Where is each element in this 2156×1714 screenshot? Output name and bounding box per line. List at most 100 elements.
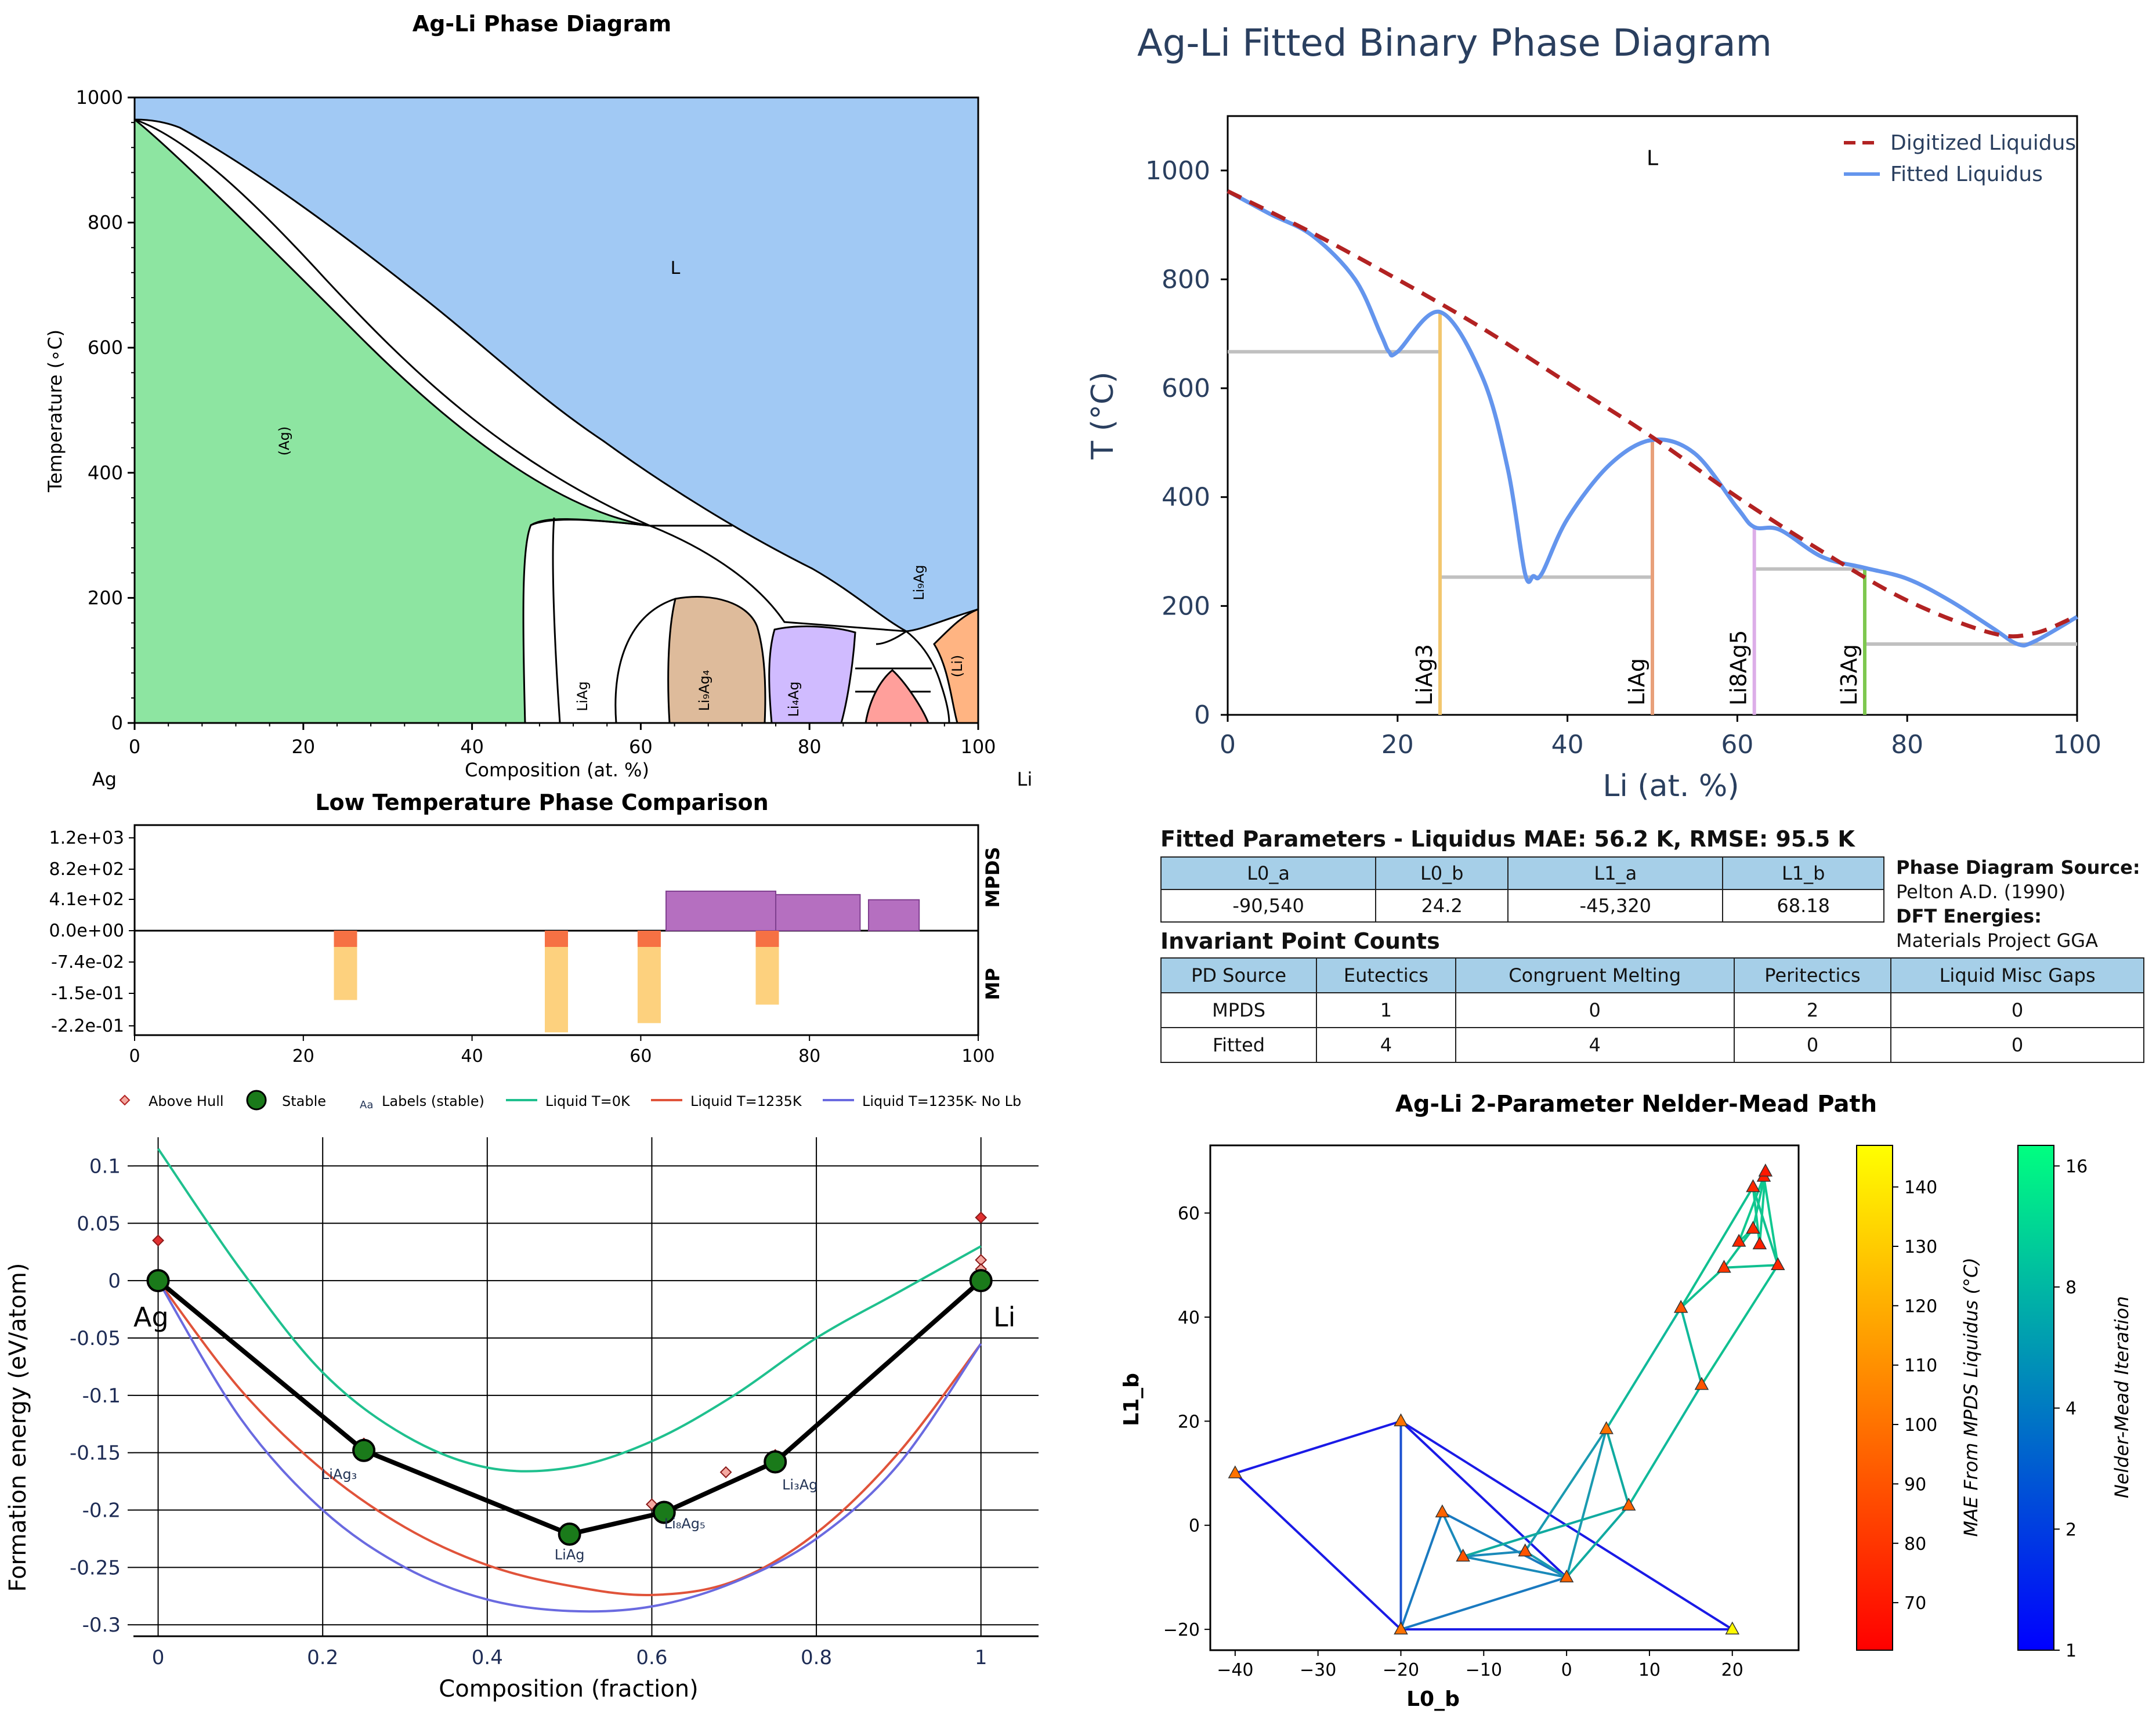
nm-x-tick-label: −20 (1383, 1660, 1419, 1680)
inv-header: Peritectics (1733, 957, 1892, 993)
nm-simplex-edge (1627, 1384, 1703, 1506)
nm-simplex-point (1599, 1421, 1614, 1434)
ltc-y-tick-label: -1.5e-01 (51, 983, 124, 1004)
nm-simplex-edge (1463, 1555, 1567, 1579)
nm-simplex-point (1435, 1504, 1450, 1518)
nm-simplex-point (1731, 1234, 1746, 1247)
pd-y-tick-label: 1000 (76, 86, 123, 109)
pd-y-tick-label: 0 (111, 712, 123, 734)
nm-colorbar-iteration (2017, 1145, 2054, 1651)
fe-above-hull-point (975, 1211, 987, 1224)
fe-x-tick-label: 1 (975, 1646, 987, 1669)
pd-region-li9ag4 (667, 596, 766, 724)
nm-cbar1-ticks: 70 80 90 100 110 120 130 140 (1893, 1178, 1937, 1614)
fe-legend-liqnolb: Liquid T=1235K- No Lb (862, 1093, 1021, 1109)
inv-cell: 0 (1890, 1027, 2144, 1063)
inv-cell: 4 (1316, 1027, 1456, 1063)
nm-cbar1-tick-label: 100 (1904, 1415, 1937, 1435)
pd-x-tick-label: 20 (291, 736, 315, 758)
fitted-phase-diagram-chart: Ag-Li Fitted Binary Phase Diagram LiAg3 L… (1086, 22, 2101, 804)
nm-simplex-edge (1463, 1504, 1629, 1558)
inv-cell: 0 (1733, 1027, 1892, 1063)
fe-ylabel: Formation energy (eV/atom) (5, 1263, 31, 1592)
nm-y-tick-label: −20 (1163, 1620, 1200, 1640)
params-table: L0_a L0_b L1_a L1_b -90,540 24.2 -45,320… (1160, 856, 1884, 923)
fit-y-tick-label: 400 (1162, 483, 1210, 512)
nm-cbar1-tick-label: 120 (1904, 1296, 1937, 1317)
nm-colorbar-mae (1856, 1145, 1893, 1651)
pd-x-tick-label: 60 (629, 736, 653, 758)
nm-simplex-edge (1763, 1176, 1779, 1265)
fe-xlabel: Composition (fraction) (439, 1676, 698, 1702)
invariants-title: Invariant Point Counts (1160, 928, 1440, 954)
fe-stable-point (652, 1500, 676, 1524)
nm-y-tick-label: 20 (1178, 1412, 1200, 1432)
ltc-label-mp: MP (982, 968, 1004, 1000)
fe-phase-label: LiAg₃ (321, 1466, 357, 1482)
pd-label-liag: LiAg (574, 681, 591, 711)
nm-simplex-edge (1234, 1472, 1402, 1630)
ltc-x-tick-label: 80 (798, 1046, 820, 1066)
nm-simplex-edge (1738, 1176, 1765, 1242)
params-header: L0_b (1375, 856, 1509, 890)
fe-legend-liq1235: Liquid T=1235K (690, 1093, 802, 1109)
fe-y-tick-label: 0.05 (77, 1212, 121, 1235)
fit-legend-digitized: Digitized Liquidus (1890, 131, 2076, 155)
params-title: Fitted Parameters - Liquidus MAE: 56.2 K… (1160, 826, 1855, 852)
nm-simplex-point (1673, 1300, 1688, 1313)
nm-cbar2-tick-label: 1 (2065, 1641, 2077, 1661)
ltc-y-tick-label: 0.0e+00 (49, 921, 124, 941)
pd-y-ticks: 0 200 400 600 800 1000 (76, 86, 135, 734)
nm-simplex-point (1518, 1543, 1532, 1557)
nm-title: Ag-Li 2-Parameter Nelder-Mead Path (1395, 1091, 1877, 1118)
pd-label-li: (Li) (949, 655, 965, 678)
nm-simplex-point (1746, 1179, 1760, 1192)
nm-simplex-edge (1723, 1228, 1755, 1268)
ltc-x-tick-label: 60 (630, 1046, 652, 1066)
nm-simplex-edge (1680, 1186, 1755, 1308)
nm-simplex-edge (1235, 1420, 1402, 1474)
fe-stable-point (352, 1438, 376, 1462)
nm-cbar2-tick-label: 16 (2065, 1156, 2088, 1177)
fe-y-tick-label: -0.05 (70, 1327, 121, 1350)
pd-title: Ag-Li Phase Diagram (413, 11, 671, 37)
fe-plot-area: LiAg₃ LiAg Li₈Ag₅ Li₃Ag Ag Li 0.1 0.05 0 -0.05 -0.… (70, 1137, 1039, 1669)
nm-simplex-edge (1524, 1550, 1568, 1579)
nm-x-tick-label: −40 (1217, 1660, 1253, 1680)
pd-x-tick-label: 100 (960, 736, 996, 758)
nm-simplex-point (1559, 1569, 1574, 1583)
fit-title: Ag-Li Fitted Binary Phase Diagram (1137, 22, 1772, 65)
ltc-y-tick-label: 8.2e+02 (49, 859, 124, 880)
fit-x-tick-label: 20 (1381, 730, 1414, 760)
ltc-x-tick-label: 40 (461, 1046, 483, 1066)
params-value: 68.18 (1722, 889, 1884, 923)
nm-simplex-edge (1605, 1429, 1630, 1506)
pd-y-tick-label: 200 (88, 587, 123, 609)
pd-y-tick-label: 600 (88, 337, 123, 359)
inv-header: Liquid Misc Gaps (1890, 957, 2144, 993)
nm-simplex-point (1394, 1413, 1408, 1427)
ltc-y-tick-label: 4.1e+02 (49, 889, 124, 910)
fit-compound-label: LiAg3 (1412, 644, 1437, 706)
invariants-table: PD Source Eutectics Congruent Melting Pe… (1160, 957, 2144, 1063)
nm-simplex-point (1752, 1236, 1767, 1250)
ltc-x-tick-label: 20 (292, 1046, 314, 1066)
pd-label-li9ag4: Li₉Ag₄ (696, 670, 712, 711)
source-dft-label: DFT Energies: (1896, 905, 2042, 927)
ltc-mp-bar (545, 931, 568, 1033)
fe-end-label-left: Ag (133, 1301, 169, 1333)
nm-simplex-edge (1724, 1264, 1778, 1269)
inv-cell: 0 (1455, 992, 1735, 1028)
nm-cbar2-label: Nelder-Mead Iteration (2111, 1296, 2133, 1499)
pd-label-ag: (Ag) (276, 426, 292, 455)
fit-x-tick-label: 100 (2053, 730, 2101, 760)
nm-simplex-edge (1680, 1307, 1703, 1386)
nm-frame (1209, 1144, 1800, 1651)
nm-x-tick-label: −10 (1466, 1660, 1502, 1680)
pd-region-ag (133, 117, 650, 724)
fe-y-tick-label: -0.15 (70, 1442, 121, 1465)
nm-simplex-edge (1752, 1187, 1761, 1245)
fit-compound-label: LiAg (1624, 658, 1649, 706)
fe-legend: Above Hull Stable Aa Labels (stable) Liq… (119, 1090, 1021, 1111)
fe-phase-label: Li₈Ag₅ (664, 1516, 706, 1532)
